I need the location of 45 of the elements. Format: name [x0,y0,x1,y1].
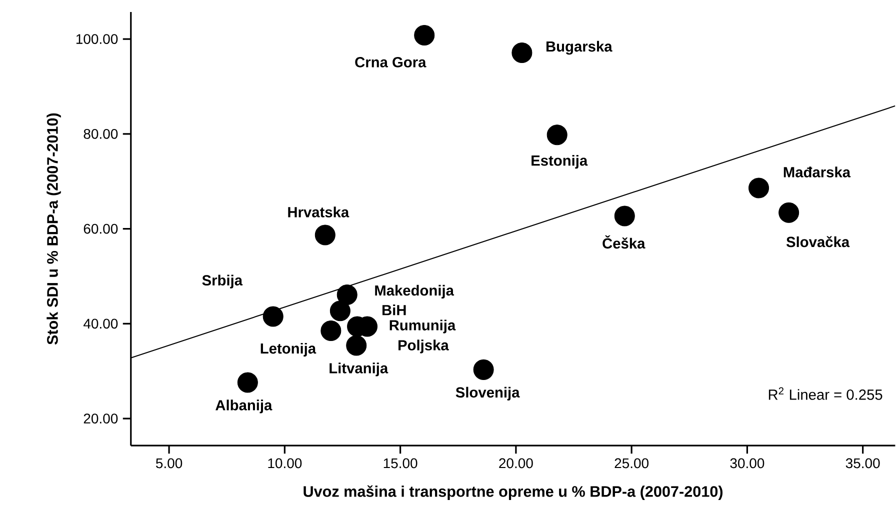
point [346,335,367,356]
y-tick-label: 40.00 [83,318,118,329]
x-axis-title: Uvoz mašina i transportne opreme u % BDP-a (2007-2010) [304,486,723,500]
point [546,124,568,146]
point [237,372,258,393]
point [320,320,342,342]
annotation: Albanija [216,400,272,414]
annotation: Letonija [260,343,316,357]
point [414,25,435,46]
point [778,202,800,224]
y-tick-label: 100.00 [76,34,118,44]
annotation: Rumunija [390,320,456,334]
annotation: BiH [382,304,406,316]
annotation: Crna Gora [355,57,426,68]
annotation: Slovačka [786,236,850,248]
y-axis-title: Stok SDI u % BDP-a (2007-2010) [46,114,61,345]
annotation: Srbija [202,274,243,289]
y-tick-label: 80.00 [84,129,118,140]
x-tick-label: 30.00 [730,458,764,468]
x-tick-label: 10.00 [268,458,302,468]
point [473,360,494,380]
annotation: Češka [602,236,646,249]
annotation: R$^{2}$ Linear = 0.255 [768,387,882,400]
x-tick-label: 20.00 [499,458,533,468]
point [314,224,336,246]
annotation: Hrvatska [288,206,350,218]
x-tick-label: 25.00 [614,458,649,468]
point [262,306,284,328]
y-tick-label: 20.00 [84,414,118,424]
point [748,178,770,198]
y-tick-label: 60.00 [84,224,118,234]
x-tick-label: 5.00 [156,458,182,468]
annotation: Makedonija [375,285,454,299]
point [614,206,635,226]
x-tick-label: 15.00 [384,458,418,468]
annotation: Estonija [532,155,588,169]
annotation: Poljska [398,340,449,354]
point [336,284,358,306]
point [330,300,350,322]
annotation: Bugarska [546,41,612,55]
annotation: Slovenija [456,387,520,401]
annotation: Litvanija [330,362,388,377]
point [512,42,532,64]
annotation: Mađarska [784,166,851,178]
x-tick-label: 35.00 [846,458,880,468]
